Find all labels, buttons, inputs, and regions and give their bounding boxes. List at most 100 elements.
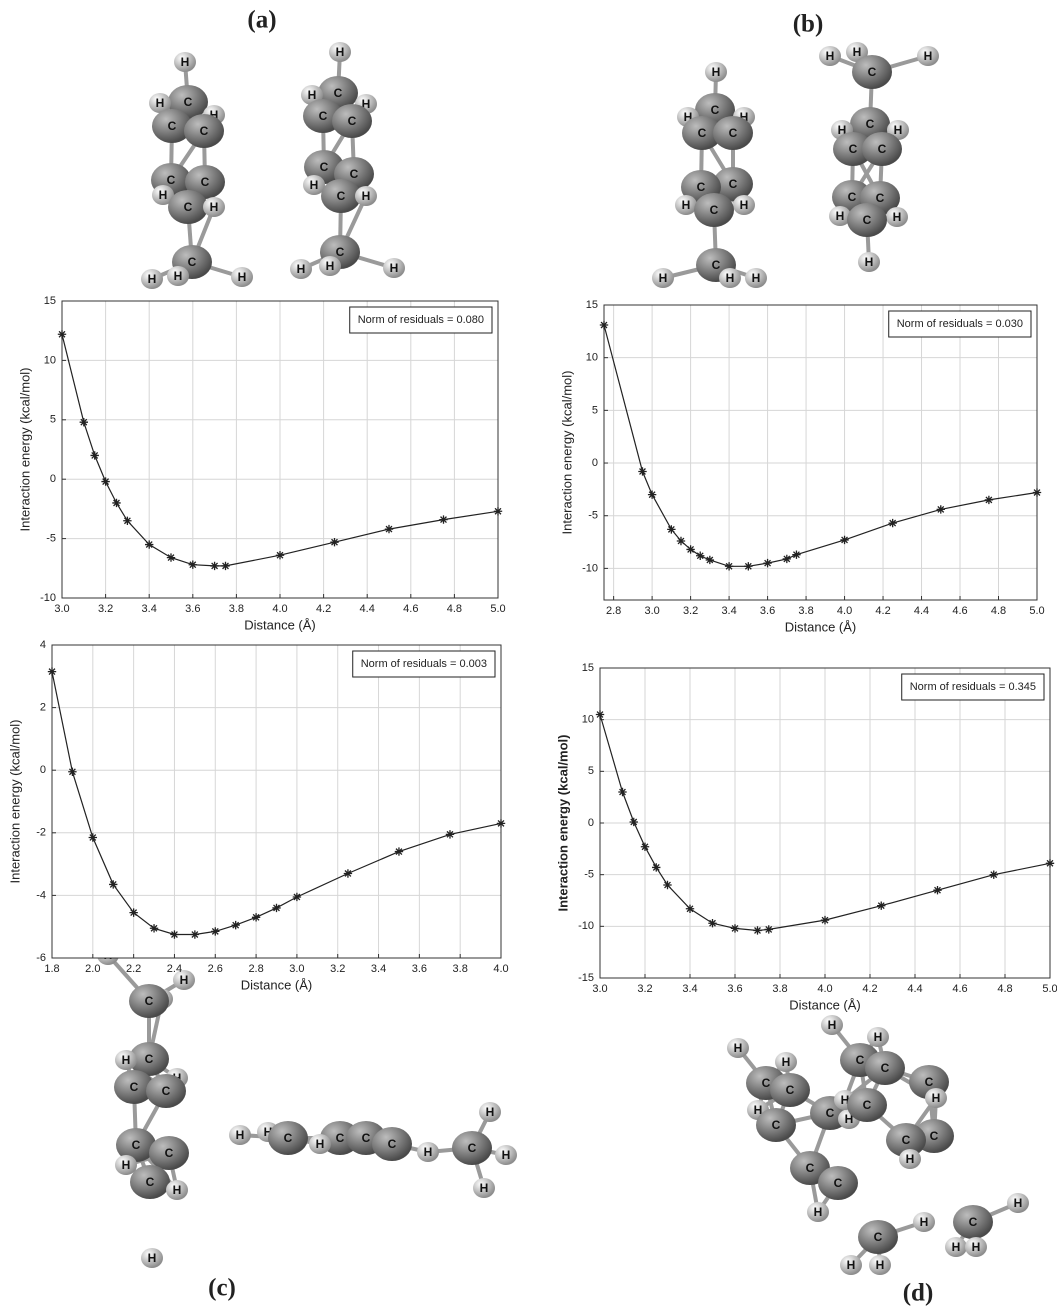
atom-label: C <box>184 200 193 214</box>
data-marker <box>600 321 608 329</box>
y-tick-label: -10 <box>40 592 56 604</box>
atom-label: C <box>711 103 720 117</box>
x-axis-label: Distance (Å) <box>789 997 861 1012</box>
atom-label: C <box>388 1137 397 1151</box>
x-tick-label: 3.8 <box>453 963 468 975</box>
atom-label: H <box>814 1205 823 1219</box>
x-tick-label: 3.2 <box>683 605 698 617</box>
y-tick-label: 15 <box>44 295 56 307</box>
atom-label: H <box>1014 1196 1023 1210</box>
atom-label: H <box>828 1018 837 1032</box>
atom-label: C <box>863 213 872 227</box>
y-tick-label: 5 <box>592 404 598 416</box>
atom-label: C <box>772 1118 781 1132</box>
data-marker <box>344 869 352 877</box>
y-tick-label: 0 <box>40 764 46 776</box>
atom-label: H <box>906 1152 915 1166</box>
y-axis-label: Interaction energy (kcal/mol) <box>17 367 32 531</box>
atom-label: H <box>180 973 189 987</box>
x-tick-label: 3.2 <box>98 603 113 615</box>
y-tick-label: -5 <box>584 869 594 881</box>
atom-label: C <box>334 86 343 100</box>
figure: HCHHCCCCHCHCHHHHCHHCCCCHCHCHHHHCHHCCCCHH… <box>0 0 1057 1313</box>
x-tick-label: 4.4 <box>907 983 922 995</box>
atom-label: C <box>786 1083 795 1097</box>
atom-label: H <box>122 1158 131 1172</box>
atom-label: C <box>336 1131 345 1145</box>
data-marker <box>231 921 239 929</box>
x-tick-label: 3.6 <box>412 963 427 975</box>
atom-label: C <box>806 1161 815 1175</box>
atom-label: H <box>316 1137 325 1151</box>
data-marker <box>708 919 716 927</box>
atom-label: H <box>734 1041 743 1055</box>
x-tick-label: 3.4 <box>682 983 697 995</box>
data-marker <box>112 499 120 507</box>
atom-label: C <box>849 142 858 156</box>
atom-label: H <box>310 178 319 192</box>
atom-label: H <box>865 255 874 269</box>
atom-label: C <box>337 189 346 203</box>
molecule: HCHHCCCCHCHCHHH <box>141 52 253 289</box>
data-marker <box>888 519 896 527</box>
atom-label: H <box>920 1215 929 1229</box>
y-axis-label: Interaction energy (kcal/mol) <box>7 719 22 883</box>
atom-label: H <box>836 209 845 223</box>
data-marker <box>58 330 66 338</box>
data-marker <box>753 926 761 934</box>
x-tick-label: 3.0 <box>54 603 69 615</box>
x-tick-label: 4.0 <box>817 983 832 995</box>
data-marker <box>272 904 280 912</box>
x-tick-label: 3.8 <box>798 605 813 617</box>
panel-label: (b) <box>793 11 824 38</box>
atom-label: H <box>847 1258 856 1272</box>
atom-label: H <box>424 1145 433 1159</box>
annotation: Norm of residuals = 0.030 <box>897 318 1023 330</box>
annotation: Norm of residuals = 0.080 <box>358 314 484 326</box>
data-marker <box>439 515 447 523</box>
data-marker <box>1046 859 1054 867</box>
panel-label: (c) <box>208 1275 236 1302</box>
atom-label: H <box>826 49 835 63</box>
atom-label: C <box>856 1053 865 1067</box>
atom-label: C <box>350 167 359 181</box>
x-tick-label: 4.8 <box>997 983 1012 995</box>
atom-label: C <box>362 1131 371 1145</box>
x-tick-label: 1.8 <box>44 963 59 975</box>
atom-label: C <box>729 177 738 191</box>
atom-label: H <box>682 198 691 212</box>
atom-label: C <box>712 258 721 272</box>
x-axis-label: Distance (Å) <box>241 977 313 992</box>
data-marker <box>1033 488 1041 496</box>
atom-label: C <box>184 95 193 109</box>
x-tick-label: 3.4 <box>142 603 157 615</box>
atom-label: C <box>729 126 738 140</box>
annotation: Norm of residuals = 0.345 <box>910 681 1036 693</box>
atom-label: C <box>130 1080 139 1094</box>
x-tick-label: 4.2 <box>862 983 877 995</box>
atom-label: H <box>972 1240 981 1254</box>
x-tick-label: 5.0 <box>1029 605 1044 617</box>
atom-label: C <box>167 173 176 187</box>
data-marker <box>221 562 229 570</box>
atom-label: H <box>362 189 371 203</box>
plot-area <box>604 305 1037 600</box>
y-tick-label: 10 <box>582 714 594 726</box>
y-axis-label: Interaction energy (kcal/mol) <box>555 735 570 912</box>
x-tick-label: 3.4 <box>721 605 736 617</box>
atom-label: C <box>762 1076 771 1090</box>
atom-label: H <box>726 271 735 285</box>
x-tick-label: 2.4 <box>167 963 182 975</box>
atom-label: H <box>156 96 165 110</box>
data-marker <box>725 562 733 570</box>
atom-label: H <box>876 1258 885 1272</box>
data-marker <box>618 788 626 796</box>
atom-label: H <box>502 1148 511 1162</box>
data-marker <box>293 893 301 901</box>
data-marker <box>89 833 97 841</box>
x-tick-label: 3.8 <box>229 603 244 615</box>
data-marker <box>648 490 656 498</box>
atom-label: C <box>319 109 328 123</box>
atom-label: H <box>236 1128 245 1142</box>
